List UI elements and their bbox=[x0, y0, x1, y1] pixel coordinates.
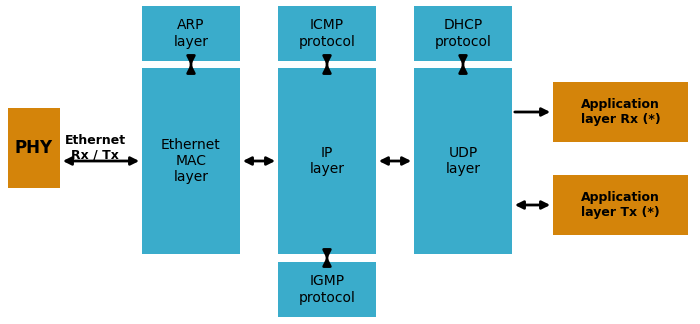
Bar bbox=[142, 6, 240, 61]
Text: IGMP
protocol: IGMP protocol bbox=[299, 274, 356, 305]
Text: Ethernet
Rx / Tx: Ethernet Rx / Tx bbox=[64, 134, 125, 162]
Text: UDP
layer: UDP layer bbox=[445, 146, 480, 176]
Bar bbox=[278, 68, 376, 254]
Bar bbox=[278, 6, 376, 61]
Bar bbox=[553, 82, 688, 142]
Bar bbox=[553, 175, 688, 235]
Text: ARP
layer: ARP layer bbox=[174, 18, 209, 49]
Text: IP
layer: IP layer bbox=[309, 146, 344, 176]
Bar bbox=[278, 262, 376, 317]
Text: ICMP
protocol: ICMP protocol bbox=[299, 18, 356, 49]
Text: Application
layer Tx (*): Application layer Tx (*) bbox=[581, 191, 660, 219]
Text: Ethernet
MAC
layer: Ethernet MAC layer bbox=[161, 138, 221, 184]
Bar bbox=[414, 68, 512, 254]
Bar bbox=[414, 6, 512, 61]
Text: PHY: PHY bbox=[15, 139, 53, 157]
Text: DHCP
protocol: DHCP protocol bbox=[435, 18, 491, 49]
Bar bbox=[8, 108, 60, 188]
Bar bbox=[142, 68, 240, 254]
Text: Application
layer Rx (*): Application layer Rx (*) bbox=[580, 98, 660, 126]
